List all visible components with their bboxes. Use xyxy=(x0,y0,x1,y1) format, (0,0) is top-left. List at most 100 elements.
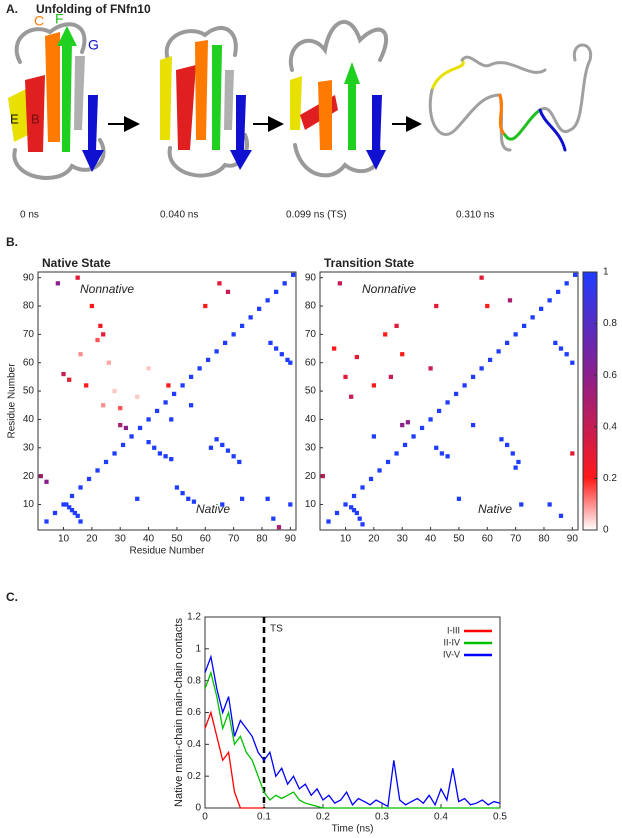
contact-cell xyxy=(371,434,376,439)
y-tick-label: 30 xyxy=(305,442,317,453)
y-tick-label: 40 xyxy=(23,414,35,425)
contact-cell xyxy=(163,400,168,405)
x-tick-label: 60 xyxy=(200,534,212,545)
contact-cell xyxy=(570,360,575,365)
y-tick-label: 0.6 xyxy=(187,707,201,718)
y-tick-label: 90 xyxy=(23,272,35,283)
contact-cell xyxy=(351,508,357,513)
contact-cell xyxy=(214,349,219,354)
contact-cell xyxy=(67,377,72,382)
contact-cell xyxy=(573,272,578,277)
contact-cell xyxy=(152,445,157,450)
time-label: 0.040 ns xyxy=(160,210,198,221)
y-tick-label: 1.2 xyxy=(187,612,201,623)
y-tick-label: 1 xyxy=(195,643,201,654)
contact-cell xyxy=(225,289,231,294)
contact-cell xyxy=(135,394,140,399)
contact-cell xyxy=(485,303,490,309)
x-tick-label: 0.3 xyxy=(375,812,389,823)
contact-cell xyxy=(351,493,357,499)
map-title: Native State xyxy=(42,256,111,270)
contact-cell xyxy=(268,340,273,346)
x-axis-label: Time (ns) xyxy=(332,824,374,835)
x-tick-label: 90 xyxy=(567,534,579,545)
contact-cell xyxy=(118,422,123,428)
contact-cell xyxy=(69,493,75,499)
contact-cell xyxy=(400,422,405,428)
contact-cell xyxy=(383,332,388,337)
contact-cell xyxy=(112,388,117,394)
contact-cell xyxy=(496,349,501,354)
contact-cell xyxy=(237,459,242,465)
strand-label: C xyxy=(34,13,44,29)
contact-cell xyxy=(507,298,513,303)
contact-cell xyxy=(166,383,171,388)
protein-0310ns xyxy=(428,43,593,152)
plot-frame xyxy=(319,271,579,531)
contact-cell xyxy=(231,332,236,337)
x-tick-label: 60 xyxy=(482,534,494,545)
y-tick-label: 40 xyxy=(305,414,317,425)
contact-cell xyxy=(123,425,129,431)
contact-cell xyxy=(67,505,72,510)
legend-label: I-III xyxy=(447,625,460,635)
contact-cell xyxy=(445,454,450,459)
series-line xyxy=(204,710,264,809)
contact-cell xyxy=(220,442,225,448)
contact-cell xyxy=(146,366,151,371)
contact-cell xyxy=(98,323,103,328)
x-tick-label: 20 xyxy=(368,534,380,545)
contact-cell xyxy=(487,357,493,363)
annotation: Nonnative xyxy=(80,282,134,296)
y-tick-label: 50 xyxy=(23,386,35,397)
contact-cell xyxy=(394,323,399,328)
contact-cell xyxy=(217,281,222,286)
x-tick-label: 0.5 xyxy=(493,812,507,823)
annotation: Native xyxy=(196,502,230,516)
contact-cell xyxy=(197,366,202,371)
contact-cell xyxy=(191,499,197,504)
contact-cell xyxy=(470,374,476,380)
y-axis-label: Residue Number xyxy=(7,363,18,439)
contact-cell xyxy=(479,366,484,371)
ts-label: TS xyxy=(270,624,283,635)
contact-cell xyxy=(394,451,399,456)
contact-cell xyxy=(499,437,504,442)
contact-cell xyxy=(163,454,168,459)
y-tick-label: 10 xyxy=(305,499,317,510)
contact-cell xyxy=(61,502,66,507)
contact-cell xyxy=(434,445,439,450)
contact-cell xyxy=(349,505,354,510)
contact-cell xyxy=(186,496,191,501)
contact-cell xyxy=(354,354,359,360)
contact-cell xyxy=(519,502,524,507)
contact-cell xyxy=(539,306,544,311)
contact-cell xyxy=(188,403,194,408)
colorbar xyxy=(582,271,598,531)
series-line xyxy=(204,670,500,809)
contact-cell xyxy=(64,502,69,507)
contact-cell xyxy=(174,485,180,490)
contact-cell xyxy=(220,502,225,507)
contact-cell xyxy=(343,502,348,507)
contact-cell xyxy=(479,275,484,280)
time-label: 0 ns xyxy=(20,210,39,221)
contact-cell xyxy=(385,459,391,465)
contact-cell xyxy=(208,445,214,450)
contact-cell xyxy=(282,281,287,286)
y-tick-label: 0.2 xyxy=(187,771,201,782)
contact-cell xyxy=(240,323,245,328)
contact-cell xyxy=(106,360,112,365)
y-tick-label: 0.4 xyxy=(187,739,201,750)
y-axis-label: Native main-chain main-chain contacts xyxy=(173,618,185,807)
contact-cell xyxy=(334,510,340,516)
y-tick-label: 50 xyxy=(305,386,317,397)
contact-cell xyxy=(72,510,77,516)
panel-label: A. xyxy=(6,2,18,16)
contact-cell xyxy=(95,468,100,473)
x-tick-label: 10 xyxy=(340,534,352,545)
contact-cell xyxy=(368,476,374,482)
series-line xyxy=(204,654,501,808)
contact-cell xyxy=(265,496,270,501)
x-tick-label: 80 xyxy=(256,534,268,545)
